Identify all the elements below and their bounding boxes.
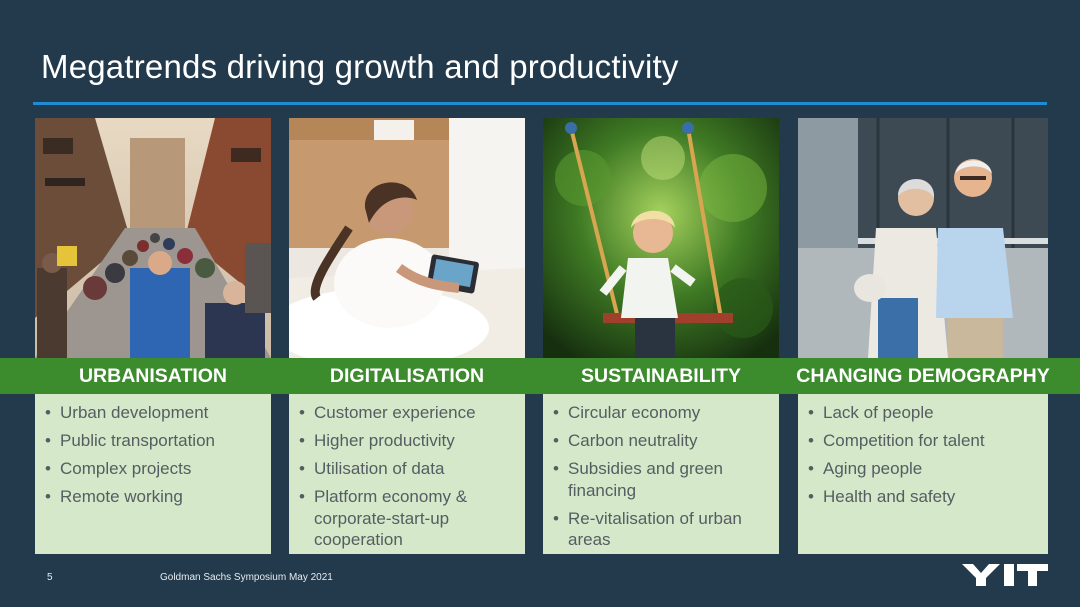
page-number: 5 xyxy=(47,572,53,583)
digitalisation-heading: DIGITALISATION xyxy=(289,358,525,394)
list-item: • Re-vitalisation of urban areas xyxy=(553,508,742,550)
yit-logo xyxy=(962,564,1048,586)
list-item: • Subsidies and green financing xyxy=(553,459,724,500)
urbanisation-panel: • Urban development • Public transportatio… xyxy=(35,394,271,554)
changing-demography-heading: CHANGING DEMOGRAPHY xyxy=(796,358,1050,394)
busy-city-street-photo xyxy=(35,118,271,358)
list-item: • Public transportation xyxy=(45,431,215,450)
list-item: • Platform economy & corporate-start-up c… xyxy=(299,487,468,549)
list-item: • Customer experience xyxy=(299,403,476,422)
woman-with-tablet-photo xyxy=(289,118,525,358)
sustainability-panel: • Circular economy • Carbon neutrality • Su… xyxy=(543,394,779,554)
list-item: • Higher productivity xyxy=(299,431,455,450)
elderly-couple-photo xyxy=(798,118,1048,358)
title-divider xyxy=(33,102,1047,105)
footer-text: Goldman Sachs Symposium May 2021 xyxy=(160,572,333,583)
list-item: • Lack of people xyxy=(808,403,934,422)
list-item: • Circular economy xyxy=(553,403,701,422)
list-item: • Remote working xyxy=(45,487,183,506)
child-on-swing-photo xyxy=(543,118,779,358)
list-item: • Health and safety xyxy=(808,487,956,506)
sustainability-heading: SUSTAINABILITY xyxy=(543,358,779,394)
changing-demography-panel: • Lack of people • Competition for talent … xyxy=(798,394,1048,554)
urbanisation-heading: URBANISATION xyxy=(35,358,271,394)
list-item: • Complex projects xyxy=(45,459,192,478)
slide-title: Megatrends driving growth and productivi… xyxy=(41,48,679,85)
list-item: • Aging people xyxy=(808,459,923,478)
list-item: • Utilisation of data xyxy=(299,459,445,478)
list-item: • Carbon neutrality xyxy=(553,431,698,450)
list-item: • Competition for talent xyxy=(808,431,985,450)
list-item: • Urban development xyxy=(45,403,209,422)
digitalisation-panel: • Customer experience • Higher productivit… xyxy=(289,394,525,554)
